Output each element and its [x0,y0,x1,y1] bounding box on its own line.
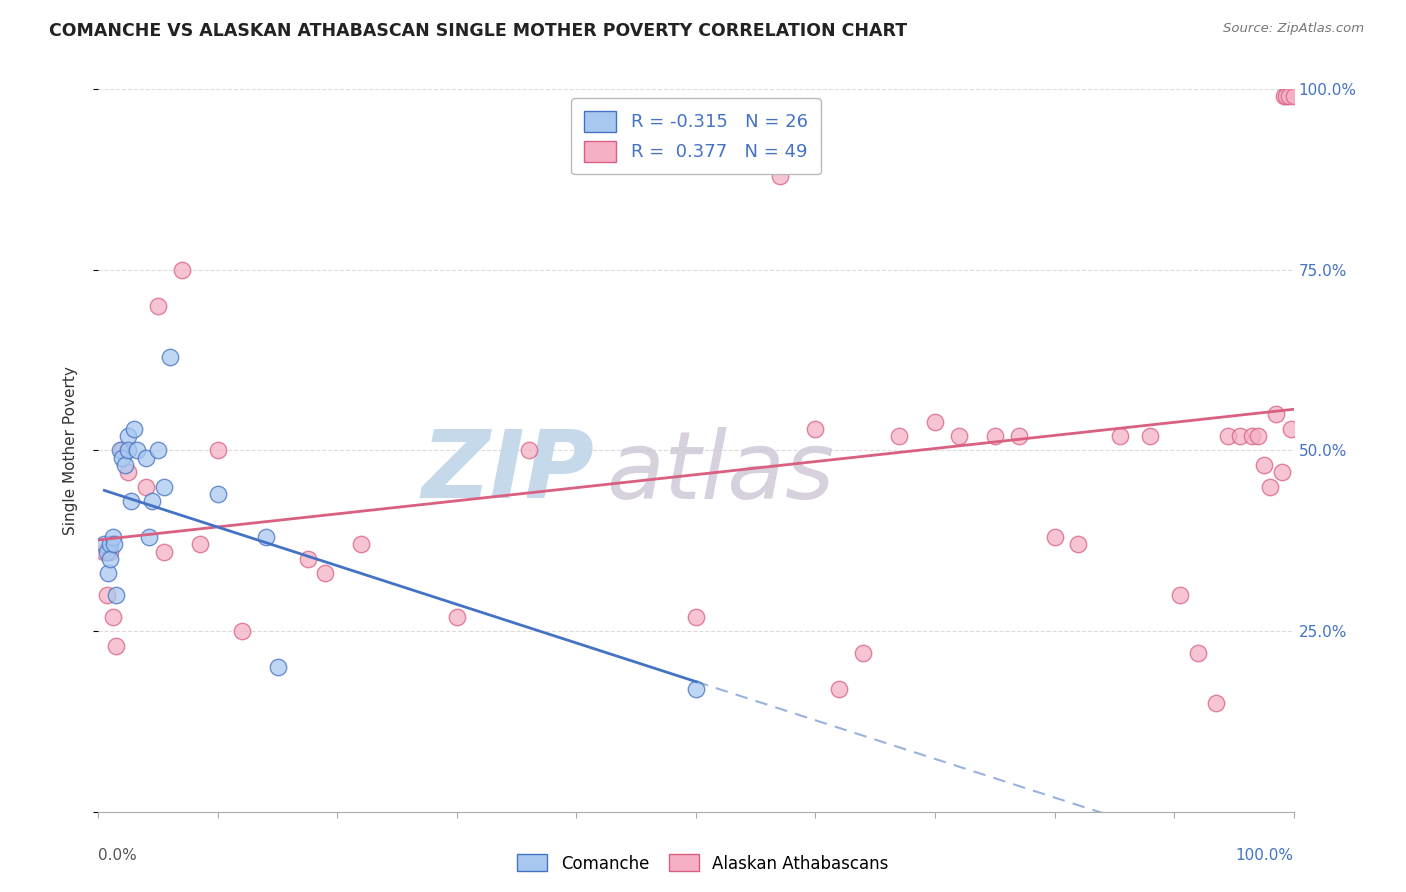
Point [207,443,229,458]
Point [517,443,540,458]
Point [93,544,115,558]
Point [108,443,131,458]
Point [117,443,139,458]
Text: atlas: atlas [606,426,835,517]
Point [1272,89,1295,103]
Point [207,487,229,501]
Text: ZIP: ZIP [422,426,595,518]
Legend: R = -0.315   N = 26, R =  0.377   N = 49: R = -0.315 N = 26, R = 0.377 N = 49 [571,98,821,174]
Point [1264,407,1286,421]
Point [984,429,1007,443]
Point [117,465,139,479]
Point [1247,429,1270,443]
Point [1240,429,1263,443]
Point [350,537,373,551]
Point [1229,429,1251,443]
Point [1275,89,1298,103]
Point [125,443,148,458]
Point [948,429,970,443]
Point [124,422,146,436]
Point [768,169,790,183]
Legend: Comanche, Alaskan Athabascans: Comanche, Alaskan Athabascans [510,847,896,880]
Point [141,494,163,508]
Point [148,443,170,458]
Point [153,544,176,558]
Point [297,551,319,566]
Point [1043,530,1066,544]
Point [172,262,194,277]
Point [117,429,139,443]
Point [828,681,851,696]
Point [1067,537,1090,551]
Point [1168,588,1191,602]
Point [98,544,122,558]
Point [685,681,707,696]
Point [1216,429,1239,443]
Point [159,350,181,364]
Point [1278,89,1301,103]
Point [105,639,128,653]
Point [111,443,134,458]
Point [96,588,118,602]
Point [114,458,136,472]
Point [97,566,120,581]
Point [138,530,160,544]
Point [120,494,142,508]
Point [924,415,946,429]
Point [101,530,124,544]
Point [98,537,122,551]
Point [98,551,122,566]
Point [804,422,827,436]
Point [1008,429,1031,443]
Y-axis label: Single Mother Poverty: Single Mother Poverty [63,366,77,535]
Point [1139,429,1161,443]
Point [685,609,707,624]
Point [1109,429,1132,443]
Point [1187,646,1209,660]
Point [105,588,128,602]
Point [103,537,125,551]
Text: 0.0%: 0.0% [98,847,138,863]
Point [315,566,337,581]
Point [1282,89,1305,103]
Point [101,609,124,624]
Point [93,537,115,551]
Point [889,429,911,443]
Point [188,537,211,551]
Point [1271,465,1294,479]
Point [1279,422,1302,436]
Point [135,450,157,465]
Text: Source: ZipAtlas.com: Source: ZipAtlas.com [1223,22,1364,36]
Point [267,660,290,674]
Point [1258,480,1281,494]
Point [254,530,277,544]
Point [446,609,468,624]
Text: COMANCHE VS ALASKAN ATHABASCAN SINGLE MOTHER POVERTY CORRELATION CHART: COMANCHE VS ALASKAN ATHABASCAN SINGLE MO… [49,22,907,40]
Point [231,624,253,639]
Text: 100.0%: 100.0% [1236,847,1294,863]
Point [96,544,118,558]
Point [111,450,134,465]
Point [1205,696,1227,710]
Point [135,480,157,494]
Point [148,299,170,313]
Point [1253,458,1275,472]
Point [153,480,176,494]
Point [852,646,875,660]
